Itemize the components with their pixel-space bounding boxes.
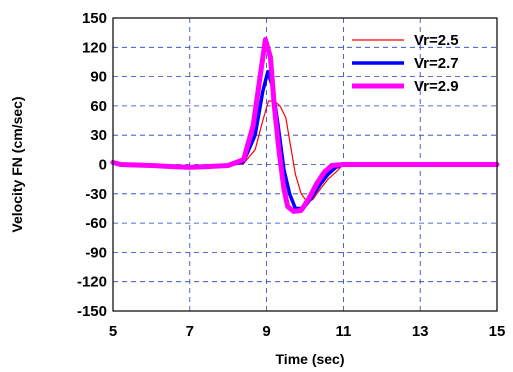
legend-label: Vr=2.5 [414,32,459,49]
x-tick-label: 7 [186,323,194,340]
y-tick-label: 30 [90,127,107,144]
grid-lines [113,18,497,311]
x-tick-label: 13 [412,323,429,340]
tick-labels: 5 7 9 11 13 15 150 120 90 60 30 0 -30 -60 -90 -120 -150 [77,10,505,340]
series-line-1 [112,100,498,203]
legend-label: Vr=2.9 [414,78,459,95]
x-tick-label: 5 [109,323,117,340]
y-tick-label: 120 [82,39,107,56]
y-axis-title: Velocity FN (cm/sec) [9,96,25,232]
series-layer [110,37,500,214]
x-tick-label: 15 [489,323,506,340]
x-tick-label: 9 [262,323,270,340]
y-tick-label: -60 [85,215,107,232]
y-tick-label: 150 [82,10,107,27]
y-tick-label: -90 [85,244,107,261]
legend-label: Vr=2.7 [414,55,459,72]
x-tick-label: 11 [335,323,351,340]
series-line-3 [110,37,500,214]
x-axis-title: Time (sec) [276,351,345,367]
plot-frame [112,17,498,312]
legend: Vr=2.5 Vr=2.7 Vr=2.9 [352,32,459,95]
y-tick-label: 90 [90,69,107,86]
y-tick-label: -30 [85,186,107,203]
y-tick-label: 0 [99,157,107,174]
y-tick-label: 60 [90,98,107,115]
y-tick-label: -150 [77,303,107,320]
y-tick-label: -120 [77,274,107,291]
